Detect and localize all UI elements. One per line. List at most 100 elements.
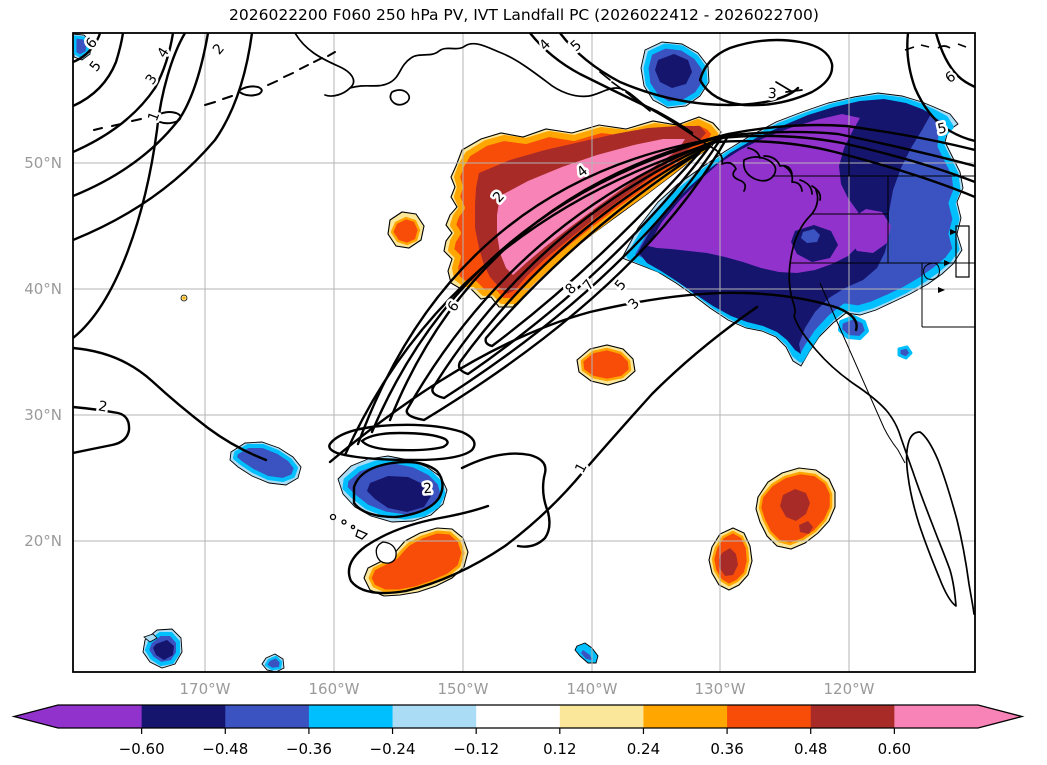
orange-blob-5-darkred2	[799, 521, 813, 534]
tiny-marker-arrows	[938, 229, 957, 293]
lon-tick-label: 150°W	[438, 680, 489, 698]
pv-contour	[73, 33, 210, 198]
pv-contour	[558, 33, 800, 107]
colorbar-tick-label: −0.12	[453, 740, 499, 758]
pv-contour-left2	[73, 405, 131, 455]
colorbar-segment	[643, 705, 728, 728]
colorbar-segment	[727, 705, 812, 728]
alaska-peninsula-coast	[294, 33, 355, 97]
colorbar-tick-label: −0.60	[119, 740, 165, 758]
colorbar: −0.60 −0.48 −0.36 −0.24 −0.12 0.12 0.24 0.36 0.4…	[11, 704, 1025, 758]
colorbar-arrow-left	[14, 705, 58, 728]
pv-contour-south-loop2	[352, 460, 444, 519]
colorbar-arrow-right	[978, 705, 1022, 728]
pv-contour-label: 2	[97, 398, 109, 415]
vancouver-island	[742, 156, 777, 182]
pv-contour-label: 3	[143, 71, 161, 87]
colorbar-segment	[559, 705, 644, 728]
axis-labels: 170°W 160°W 150°W 140°W 130°W 120°W 50°N 40°N 30…	[24, 154, 874, 698]
se-alaska-islands	[599, 71, 651, 112]
subtropical-blob-b-navy-core	[367, 476, 431, 512]
pv-contour-jet6	[431, 138, 722, 400]
pv-contour-label: 5	[568, 37, 585, 55]
colorbar-segment	[141, 705, 226, 728]
lat-tick-label: 20°N	[24, 532, 62, 550]
pv-contour	[906, 33, 975, 143]
pv-contour	[934, 33, 975, 89]
annotation-box	[955, 225, 970, 278]
pv-contour-label: 1	[572, 460, 590, 475]
coastlines	[93, 33, 975, 615]
colorbar-tick-label: 0.48	[794, 740, 827, 758]
border-ca-nv	[819, 282, 906, 464]
colorbar-segment	[58, 705, 143, 728]
colorbar-tick-label: −0.24	[370, 740, 416, 758]
pv-contour	[73, 33, 254, 242]
pv-contour-label: 5	[612, 277, 630, 294]
pv-contour-jet4	[388, 123, 975, 422]
south-edge-blob3-royal	[581, 650, 592, 660]
lat-tick-label: 40°N	[24, 280, 62, 298]
map-frame	[72, 32, 976, 673]
kodiak-island	[389, 89, 411, 106]
state-borders	[772, 128, 975, 464]
colorbar-tick-label: 0.12	[543, 740, 576, 758]
orange-blob-4-darkred	[719, 548, 738, 576]
colorbar-segment	[894, 705, 979, 728]
pv-contour-label: 5	[87, 58, 105, 75]
alaska-blob-navy-core	[655, 54, 692, 88]
colorbar-tick-label: −0.36	[286, 740, 332, 758]
pv-contour-label: 2	[423, 481, 433, 498]
lon-tick-label: 170°W	[180, 680, 231, 698]
islet-glyphs	[775, 81, 803, 93]
pv-contour-south1	[347, 305, 759, 595]
aleutian-islands	[93, 51, 336, 131]
negative-anomaly-regions	[73, 33, 964, 672]
pv-contour	[73, 33, 125, 108]
pv-contour-jet5	[405, 134, 730, 422]
pv-contour-label: 3	[625, 295, 643, 313]
bc-fjords	[715, 147, 822, 201]
gulf-of-alaska-coast	[349, 42, 717, 151]
pv-contour-jet7	[457, 144, 712, 376]
lon-tick-label: 160°W	[309, 680, 360, 698]
orange-blob-2-core	[580, 347, 632, 382]
lon-tick-label: 120°W	[824, 680, 875, 698]
colorbar-tick-label: 0.60	[878, 740, 911, 758]
pv-contour-south-inner1	[328, 423, 476, 462]
pv-contour-jet8	[484, 150, 702, 348]
great-salt-lake	[923, 262, 940, 280]
pv-contour	[73, 33, 175, 154]
lat-tick-label: 50°N	[24, 154, 62, 172]
south-edge-blob1-sliver	[143, 633, 158, 643]
colorbar-segment	[225, 705, 310, 728]
lon-tick-label: 130°W	[695, 680, 746, 698]
pv-contour-label: 2	[210, 41, 228, 58]
chart-title: 2026022200 F060 250 hPa PV, IVT Landfall…	[229, 6, 819, 24]
tiny-orange-dot-core	[182, 296, 186, 300]
pv-contour-label: 4	[536, 36, 554, 54]
south-edge-blob2-royal	[264, 655, 283, 671]
colorbar-tick-label: −0.48	[202, 740, 248, 758]
pv-contour-label: 6	[942, 69, 959, 87]
colorbar-segment	[476, 705, 561, 728]
colorbar-outline	[11, 704, 1025, 729]
gridlines	[73, 33, 975, 672]
royal-patch-in-navy-island	[801, 229, 820, 243]
pv-contour-south-inner2	[360, 431, 449, 452]
pv-contour-south3	[328, 291, 858, 464]
colorbar-segment	[810, 705, 895, 728]
pv-contour	[73, 33, 102, 64]
haida-gwaii-islands	[904, 43, 967, 51]
colorbar-tick-label: 0.24	[627, 740, 660, 758]
colorbar-segment	[392, 705, 477, 728]
south-edge-blob1-navy	[153, 640, 174, 660]
pv-contour-south-hook	[460, 452, 551, 548]
pv-contour-label: 8	[562, 280, 580, 298]
pv-contour-jet3	[370, 130, 975, 434]
us-west-coast-baja	[788, 189, 975, 615]
pv-contour	[528, 33, 694, 135]
hawaiian-islands	[329, 513, 397, 564]
pv-contour-label: 3	[767, 86, 777, 103]
